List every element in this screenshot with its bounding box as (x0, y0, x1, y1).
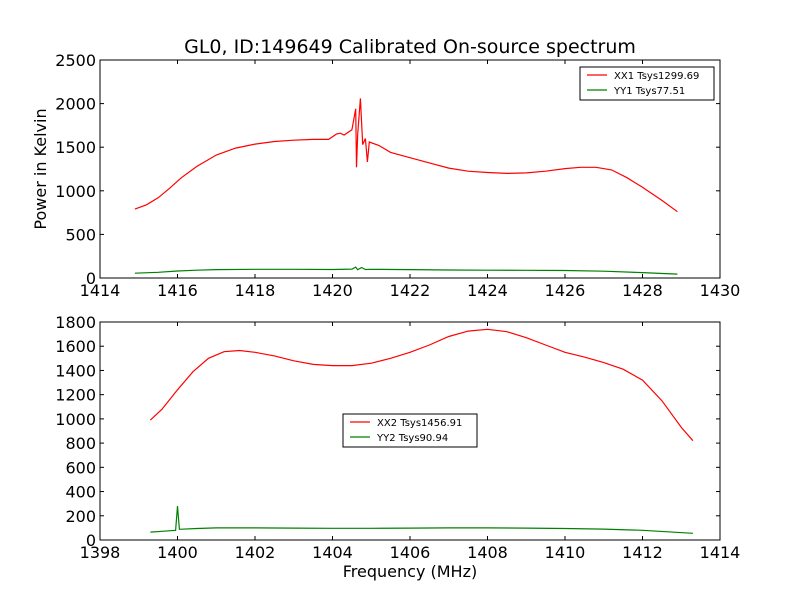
bottom-x-ticks: 1398 1400 1402 1404 1406 1408 1410 1412 1414 (80, 322, 741, 562)
top-legend-box (579, 66, 715, 101)
bottom-x-tick-label: 1410 (545, 543, 586, 562)
top-x-tick-label: 1414 (80, 281, 121, 300)
bottom-x-tick-label: 1412 (622, 543, 663, 562)
top-series-group (134, 98, 678, 275)
top-x-tick-label: 1422 (390, 281, 431, 300)
top-y-tick-label: 1500 (55, 138, 96, 157)
bottom-x-tick-label: 1408 (467, 543, 508, 562)
bottom-y-tick-label: 1200 (55, 386, 96, 405)
top-y-ticks: 0 500 1000 1500 2000 2500 (55, 51, 720, 288)
top-x-tick-label: 1420 (312, 281, 353, 300)
bottom-x-tick-label: 1398 (80, 543, 121, 562)
bottom-x-tick-label: 1400 (157, 543, 198, 562)
bottom-y-tick-label: 1800 (55, 313, 96, 332)
top-y-tick-label: 0 (86, 269, 96, 288)
bottom-x-tick-label: 1406 (390, 543, 431, 562)
top-y-tick-label: 1000 (55, 182, 96, 201)
bottom-x-axis-label: Frequency (MHz) (343, 562, 477, 581)
top-legend-label-yy1: YY1 Tsys77.51 (613, 86, 685, 97)
bottom-y-tick-label: 400 (65, 483, 96, 502)
top-y-tick-label: 500 (65, 225, 96, 244)
top-y-tick-label: 2000 (55, 95, 96, 114)
top-x-ticks: 1414 1416 1418 1420 1422 1424 1426 1428 1430 (80, 60, 741, 300)
top-series-line-yy (134, 266, 678, 275)
top-y-axis-label: Power in Kelvin (31, 108, 50, 229)
bottom-axes-frame (99, 321, 721, 541)
top-legend: XX1 Tsys1299.69 YY1 Tsys77.51 (579, 66, 715, 101)
bottom-legend-label-yy2: YY2 Tsys90.94 (376, 433, 448, 444)
top-x-tick-label: 1426 (545, 281, 586, 300)
subplot-bottom: 1398 1400 1402 1404 1406 1408 1410 1412 1414 0 20… (55, 313, 740, 581)
bottom-x-tick-label: 1414 (700, 543, 741, 562)
top-series-line-xx (134, 98, 678, 213)
chart-title: GL0, ID:149649 Calibrated On-source spec… (184, 36, 636, 58)
top-y-tick-label: 2500 (55, 51, 96, 70)
bottom-y-tick-label: 1600 (55, 337, 96, 356)
bottom-x-tick-label: 1404 (312, 543, 353, 562)
subplot-top: GL0, ID:149649 Calibrated On-source spec… (31, 36, 740, 300)
bottom-y-tick-label: 1400 (55, 361, 96, 380)
bottom-legend-box (342, 413, 478, 448)
top-x-tick-label: 1424 (467, 281, 508, 300)
top-x-tick-label: 1430 (700, 281, 741, 300)
top-legend-label-xx1: XX1 Tsys1299.69 (614, 71, 699, 82)
bottom-series-group (149, 328, 694, 534)
top-axes-frame (99, 59, 721, 279)
top-x-tick-label: 1418 (235, 281, 276, 300)
bottom-legend: XX2 Tsys1456.91 YY2 Tsys90.94 (342, 413, 478, 448)
bottom-series-line-yy (150, 506, 693, 534)
bottom-y-tick-label: 200 (65, 507, 96, 526)
bottom-y-tick-label: 800 (65, 434, 96, 453)
bottom-legend-label-xx2: XX2 Tsys1456.91 (377, 418, 462, 429)
bottom-x-tick-label: 1402 (235, 543, 276, 562)
top-x-tick-label: 1416 (157, 281, 198, 300)
bottom-series-line-xx (149, 328, 694, 442)
top-x-tick-label: 1428 (622, 281, 663, 300)
bottom-y-tick-label: 0 (86, 531, 96, 550)
bottom-y-tick-label: 1000 (55, 410, 96, 429)
bottom-y-tick-label: 600 (65, 458, 96, 477)
